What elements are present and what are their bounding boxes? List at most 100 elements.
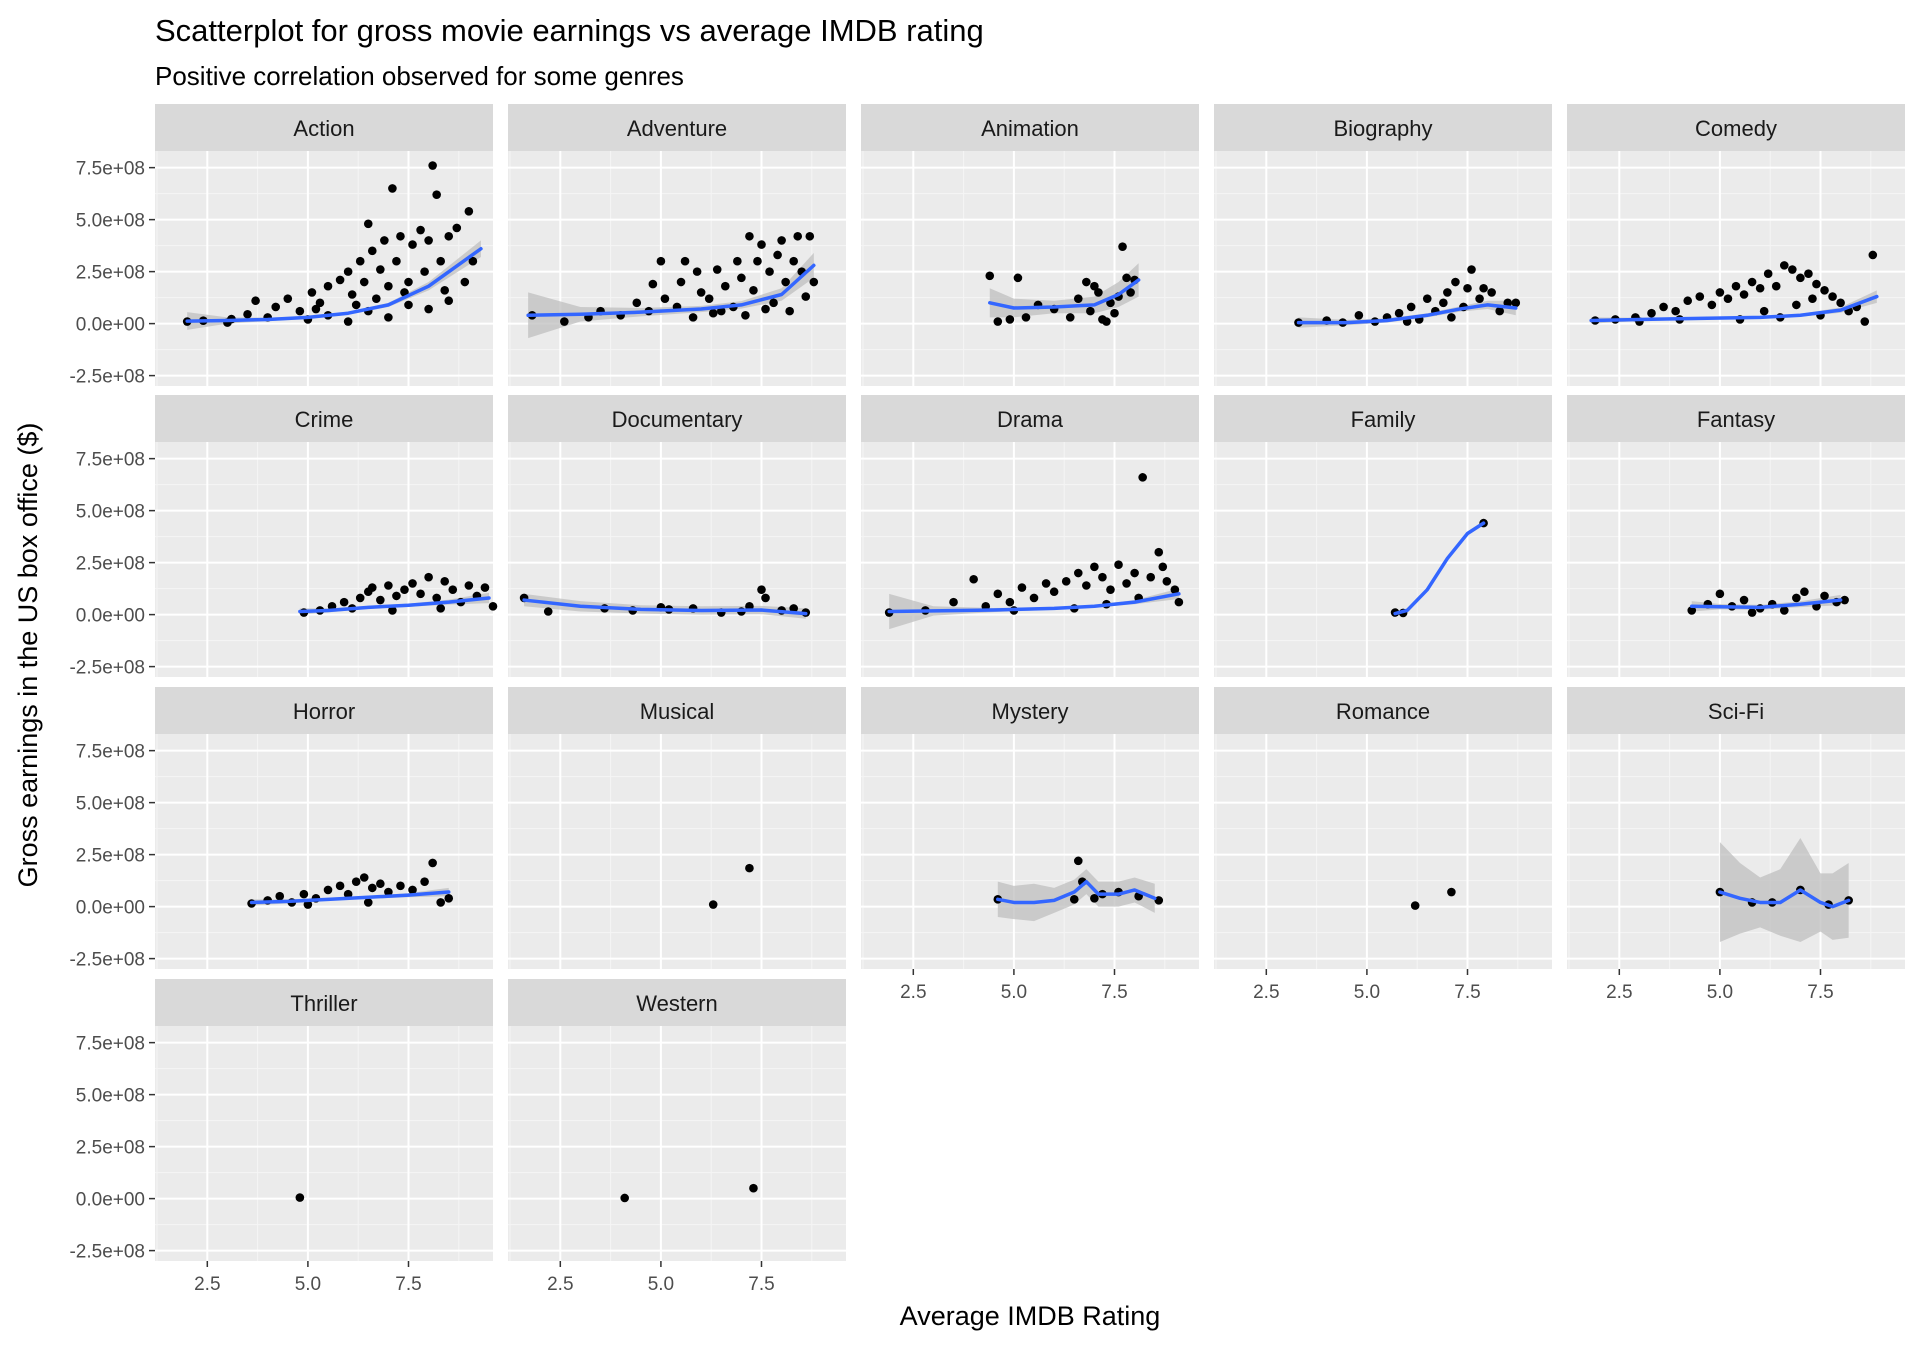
data-point <box>1836 298 1845 308</box>
data-point <box>444 296 454 306</box>
data-point <box>363 898 373 907</box>
data-point <box>704 294 714 303</box>
data-point <box>1013 273 1023 283</box>
data-point <box>359 277 369 287</box>
data-point <box>380 236 389 245</box>
facet-biography: Biography <box>1214 104 1552 386</box>
data-point <box>1130 568 1139 578</box>
facet-strip <box>1214 687 1552 734</box>
data-point <box>1102 317 1111 326</box>
data-point <box>351 877 361 886</box>
facet-panel <box>508 1026 846 1261</box>
x-tick-label: 5.0 <box>1354 982 1380 1003</box>
data-point <box>432 190 441 199</box>
facet-crime: Crime -2.5e+08 0.0e+00 2.5e+08 5.0e+08 7.5e+0… <box>69 395 498 679</box>
facet-panel <box>1567 151 1905 386</box>
x-tick-label: 5.0 <box>1707 982 1733 1003</box>
smooth-trend-line <box>185 246 483 323</box>
facet-action: Action -2.5e+08 0.0e+00 2.5e+08 5.0e+08 7.5e+… <box>69 104 493 388</box>
data-point <box>1098 572 1107 582</box>
data-point <box>1106 585 1115 594</box>
facet-strip <box>155 979 493 1026</box>
data-point <box>1860 317 1870 326</box>
data-point <box>1073 568 1083 578</box>
data-point <box>620 1193 629 1203</box>
x-tick-label: 2.5 <box>900 982 926 1003</box>
facet-romance: Romance 2.5 5.0 7.5 <box>1214 687 1552 1003</box>
y-tick-label: -2.5e+08 <box>69 658 145 679</box>
data-point <box>1868 250 1878 260</box>
data-point <box>648 279 658 289</box>
y-tick-label: 2.5e+08 <box>76 263 145 284</box>
y-tick-label: -2.5e+08 <box>69 1242 145 1263</box>
data-point <box>1495 306 1504 316</box>
facet-strip <box>508 979 846 1026</box>
data-point <box>1715 288 1725 297</box>
data-point <box>1763 269 1773 278</box>
smooth-trend-line <box>996 879 1157 905</box>
facet-animation: Animation <box>861 104 1199 386</box>
smooth-confidence-band <box>997 869 1155 922</box>
data-point <box>1158 562 1168 572</box>
facet-family: Family <box>1214 395 1552 677</box>
facet-panel <box>155 1026 493 1261</box>
data-point <box>1715 589 1725 599</box>
data-point <box>680 256 690 266</box>
facet-panel <box>508 442 846 677</box>
x-tick-label: 7.5 <box>748 1274 774 1295</box>
smooth-trend-line <box>1589 294 1879 323</box>
data-point <box>396 881 405 891</box>
facet-strip <box>155 395 493 442</box>
x-tick-label: 5.0 <box>1001 982 1027 1003</box>
data-point <box>745 863 754 873</box>
data-point <box>388 184 397 193</box>
data-point <box>424 236 433 245</box>
smooth-trend-line <box>1393 521 1486 616</box>
data-point <box>1146 572 1156 582</box>
data-point <box>773 250 782 260</box>
facet-strip <box>155 687 493 734</box>
data-point <box>1779 261 1789 270</box>
facet-mystery: Mystery 2.5 5.0 7.5 <box>861 687 1199 1003</box>
data-point <box>793 231 803 241</box>
data-point <box>1723 294 1733 303</box>
facet-documentary: Documentary <box>508 395 846 677</box>
data-point <box>1759 306 1769 316</box>
y-axis-label: Gross earnings in the US box office ($) <box>13 423 43 888</box>
data-point <box>769 298 778 308</box>
facet-strip <box>1214 395 1552 442</box>
x-tick-label: 7.5 <box>1454 982 1480 1003</box>
x-tick-label: 2.5 <box>1606 982 1632 1003</box>
y-tick-label: 2.5e+08 <box>76 846 145 867</box>
data-point <box>408 240 417 249</box>
data-point <box>299 889 309 899</box>
data-point <box>444 893 454 903</box>
data-point <box>303 900 313 909</box>
facet-label: Family <box>1351 407 1416 432</box>
facet-thriller: Thriller -2.5e+08 0.0e+00 2.5e+08 5.0e+08 7.5… <box>69 979 493 1295</box>
data-point <box>416 225 425 235</box>
data-point <box>384 281 393 291</box>
data-point <box>1041 579 1051 588</box>
y-tick-label: 0.0e+00 <box>76 898 145 919</box>
data-point <box>1069 895 1079 904</box>
data-point <box>1439 298 1448 308</box>
data-point <box>404 277 413 287</box>
x-tick-label: 2.5 <box>547 1274 573 1295</box>
facet-panels: Action -2.5e+08 0.0e+00 2.5e+08 5.0e+08 7.5e+… <box>69 104 1905 1295</box>
facet-label: Romance <box>1336 699 1430 724</box>
data-point <box>757 240 766 249</box>
data-point <box>1771 281 1781 291</box>
data-point <box>716 306 726 316</box>
y-tick-label: 5.0e+08 <box>76 502 145 523</box>
facet-strip <box>1214 104 1552 151</box>
data-point <box>1443 288 1452 297</box>
facet-label: Comedy <box>1695 116 1777 141</box>
x-tick-label: 5.0 <box>295 1274 321 1295</box>
data-point <box>1049 587 1059 597</box>
facet-strip <box>861 104 1199 151</box>
data-point <box>1447 313 1456 322</box>
data-point <box>448 585 458 594</box>
data-point <box>1687 606 1697 615</box>
data-point <box>1170 585 1180 594</box>
